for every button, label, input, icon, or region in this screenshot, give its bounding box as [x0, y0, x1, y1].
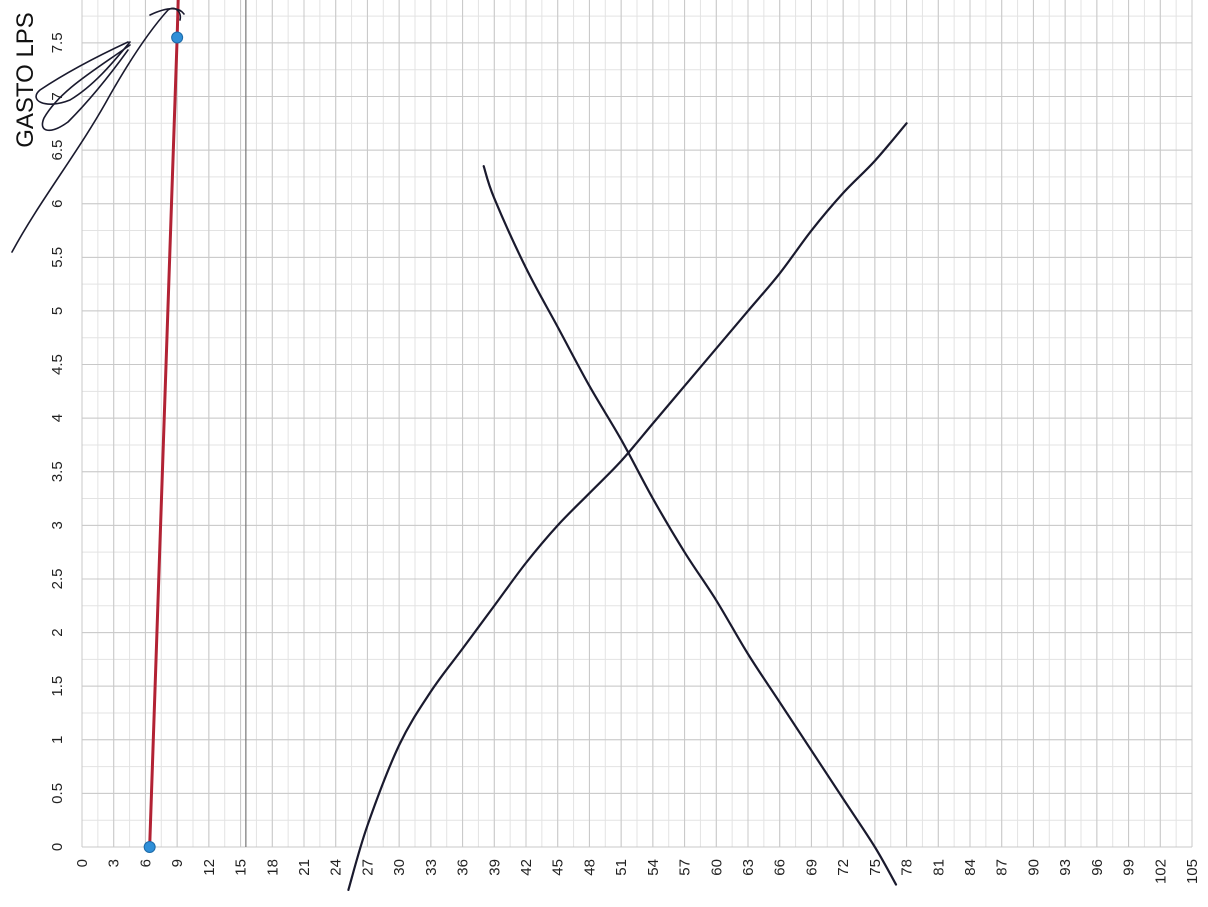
x-tick-label: 39 [486, 859, 503, 876]
x-tick-label: 78 [899, 859, 916, 876]
x-tick-label: 36 [455, 859, 472, 876]
series-curve-1 [347, 122, 908, 891]
y-tick-label: 0.5 [49, 783, 66, 804]
x-tick-label: 66 [772, 859, 789, 876]
y-tick-label: 2.5 [49, 569, 66, 590]
x-tick-label: 24 [328, 859, 345, 876]
y-tick-label: 5 [49, 307, 66, 315]
x-tick-label: 12 [201, 859, 218, 876]
axes: 0 3 6 9 12 15 18 21 24 27 30 33 36 39 42 45 48 51 54 57 60 63… [49, 32, 1201, 884]
hand-drawn-scribble [35, 41, 131, 105]
y-tick-label: 4 [49, 414, 66, 422]
x-tick-label: 18 [264, 859, 281, 876]
y-tick-label: 4.5 [49, 354, 66, 375]
x-tick-label: 84 [962, 859, 979, 876]
x-tick-label: 30 [391, 859, 408, 876]
hand-drawn-scribble [149, 8, 185, 16]
x-tick-label: 51 [613, 859, 630, 876]
x-tick-label: 69 [803, 859, 820, 876]
y-tick-label: 2 [49, 628, 66, 636]
x-tick-label: 57 [677, 859, 694, 876]
y-tick-label: 7 [49, 92, 66, 100]
y-tick-label: 5.5 [49, 247, 66, 268]
data-point-2 [171, 31, 184, 44]
x-tick-label: 6 [137, 859, 154, 867]
x-tick-label: 87 [994, 859, 1011, 876]
y-tick-label: 1.5 [49, 676, 66, 697]
x-tick-label: 3 [106, 859, 123, 867]
series-curve-2 [482, 165, 898, 886]
x-tick-label: 45 [550, 859, 567, 876]
x-tick-label: 27 [359, 859, 376, 876]
y-tick-label: 6.5 [49, 140, 66, 161]
y-tick-label: 0 [49, 843, 66, 851]
x-tick-label: 75 [867, 859, 884, 876]
y-tick-label: 1 [49, 736, 66, 744]
x-tick-label: 93 [1057, 859, 1074, 876]
x-tick-label: 81 [930, 859, 947, 876]
x-tick-label: 96 [1089, 859, 1106, 876]
markers [143, 31, 184, 853]
y-tick-label: 7.5 [49, 32, 66, 53]
annotations [11, 7, 185, 253]
y-axis-label: GASTO LPS [12, 12, 39, 148]
x-tick-label: 102 [1152, 859, 1169, 884]
y-tick-label: 3 [49, 521, 66, 529]
x-tick-label: 60 [708, 859, 725, 876]
y-tick-label: 3.5 [49, 461, 66, 482]
x-tick-label: 9 [169, 859, 186, 867]
x-tick-label: 0 [74, 859, 91, 867]
grid [81, 0, 1193, 848]
x-tick-label: 54 [645, 859, 662, 876]
x-tick-label: 72 [835, 859, 852, 876]
hand-drawn-scribble [41, 44, 131, 131]
x-tick-label: 99 [1121, 859, 1138, 876]
y-tick-label: 6 [49, 200, 66, 208]
x-tick-label: 90 [1025, 859, 1042, 876]
x-tick-label: 105 [1184, 859, 1201, 884]
x-tick-label: 15 [233, 859, 250, 876]
x-tick-label: 42 [518, 859, 535, 876]
x-tick-label: 21 [296, 859, 313, 876]
x-tick-label: 48 [581, 859, 598, 876]
x-tick-label: 63 [740, 859, 757, 876]
data-point-1 [143, 841, 156, 853]
x-tick-label: 33 [423, 859, 440, 876]
